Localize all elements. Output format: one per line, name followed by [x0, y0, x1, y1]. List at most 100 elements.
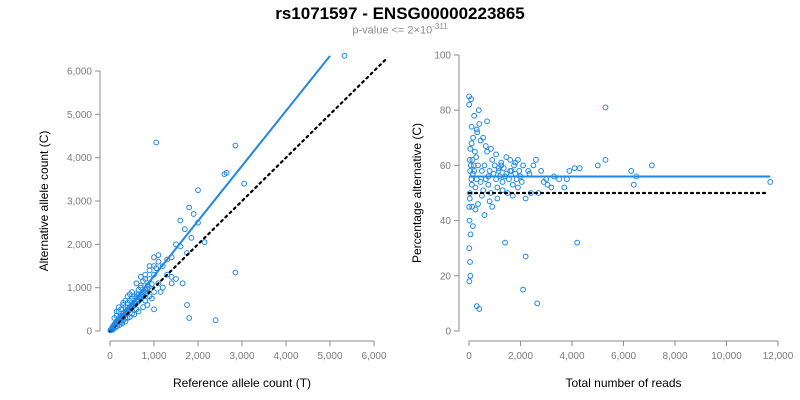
right-data-point	[530, 162, 537, 169]
right-data-point	[486, 198, 493, 205]
right-data-point	[494, 195, 501, 202]
left-data-point	[151, 289, 157, 295]
right-data-point	[628, 168, 635, 174]
left-data-point	[173, 276, 179, 282]
left-data-point	[155, 280, 162, 287]
left-data-point	[126, 314, 133, 321]
right-data-point	[486, 168, 493, 174]
right-data-point	[594, 162, 601, 169]
right-data-point	[511, 162, 517, 169]
left-data-point	[113, 308, 120, 315]
right-data-point	[518, 179, 525, 185]
left-x-tick-label: 0	[107, 351, 113, 362]
right-data-point	[489, 156, 496, 163]
right-data-point	[602, 104, 609, 111]
right-data-point	[468, 181, 475, 188]
left-data-point	[221, 171, 228, 178]
right-data-point	[466, 203, 473, 210]
right-data-point	[472, 206, 479, 213]
right-data-point	[484, 148, 490, 155]
left-x-tick-label: 3,000	[229, 351, 254, 362]
right-data-point	[493, 176, 499, 183]
left-data-point	[164, 271, 171, 278]
left-data-point	[126, 291, 133, 298]
right-data-point	[520, 286, 526, 293]
right-data-point	[466, 93, 473, 100]
left-data-point	[241, 180, 248, 187]
left-data-point	[164, 256, 171, 263]
left-fit-line	[109, 55, 331, 332]
right-data-point	[516, 168, 523, 174]
right-data-point	[574, 239, 581, 246]
right-data-point	[767, 179, 774, 185]
right-y-tick-label: 20	[440, 271, 452, 282]
right-x-tick-label: 4,000	[559, 351, 584, 362]
right-data-point	[471, 168, 478, 174]
right-data-point	[602, 156, 609, 163]
right-y-axis-label: Percentage alternative (C)	[410, 123, 424, 263]
right-data-point	[495, 165, 502, 172]
left-data-point	[133, 280, 140, 287]
right-data-point	[466, 278, 473, 285]
left-data-point	[181, 226, 188, 233]
right-data-point	[485, 181, 492, 188]
right-data-point	[467, 168, 474, 174]
figure-title: rs1071597 - ENSG00000223865	[275, 4, 525, 23]
left-data-point	[212, 317, 219, 324]
left-x-axis-label: Reference allele count (T)	[173, 376, 311, 390]
left-x-tick-label: 5,000	[317, 351, 342, 362]
right-data-point	[469, 203, 475, 210]
left-data-point	[151, 306, 157, 313]
right-data-point	[466, 101, 473, 108]
left-data-point	[157, 289, 164, 295]
left-data-point	[122, 318, 129, 325]
left-data-point	[195, 187, 201, 194]
right-x-tick-label: 0	[466, 351, 472, 362]
left-y-tick-label: 2,000	[67, 240, 92, 251]
right-data-point	[538, 168, 544, 174]
left-data-point	[135, 308, 142, 315]
left-y-tick-label: 4,000	[67, 153, 92, 164]
left-data-point	[140, 304, 146, 311]
right-data-point	[472, 148, 478, 155]
left-reference-line	[108, 56, 389, 333]
left-x-tick-label: 6,000	[361, 351, 386, 362]
right-data-point	[576, 165, 583, 172]
left-data-point	[148, 281, 155, 288]
left-data-point	[120, 299, 127, 306]
left-data-point	[142, 276, 149, 282]
right-x-axis-label: Total number of reads	[565, 376, 681, 390]
right-data-point	[520, 162, 526, 169]
right-scatter-panel: 0 2,000 4,000 6,000 8,000 10,000 12,000 0 20 40 60…	[410, 51, 794, 391]
left-data-point	[168, 273, 175, 280]
left-y-tick-label: 0	[86, 327, 92, 338]
right-data-point	[493, 151, 499, 158]
right-data-point	[522, 253, 529, 260]
left-x-tick-label: 4,000	[273, 351, 298, 362]
left-data-point	[190, 211, 197, 217]
right-data-point	[468, 176, 475, 183]
right-data-point	[471, 112, 478, 119]
right-data-point	[502, 239, 508, 246]
right-data-point	[548, 184, 555, 191]
left-y-tick-label: 1,000	[67, 283, 92, 294]
left-y-axis-label: Alternative allele count (C)	[37, 131, 51, 272]
left-data-point	[115, 304, 122, 311]
right-y-tick-label: 60	[440, 161, 452, 172]
left-data-point	[201, 239, 208, 246]
right-data-point	[475, 107, 482, 114]
left-data-point	[155, 252, 162, 259]
subtitle-text: p-value <= 2×10	[352, 24, 433, 37]
left-data-point	[186, 315, 193, 321]
left-data-point	[111, 315, 118, 321]
right-data-point	[499, 187, 506, 194]
right-data-point	[561, 184, 568, 191]
right-data-point	[512, 159, 519, 166]
right-data-point	[507, 168, 514, 174]
right-data-point	[544, 181, 551, 188]
right-data-point	[473, 303, 480, 310]
left-data-point	[341, 52, 348, 59]
right-x-tick-label: 8,000	[662, 351, 687, 362]
right-data-point	[522, 195, 529, 202]
